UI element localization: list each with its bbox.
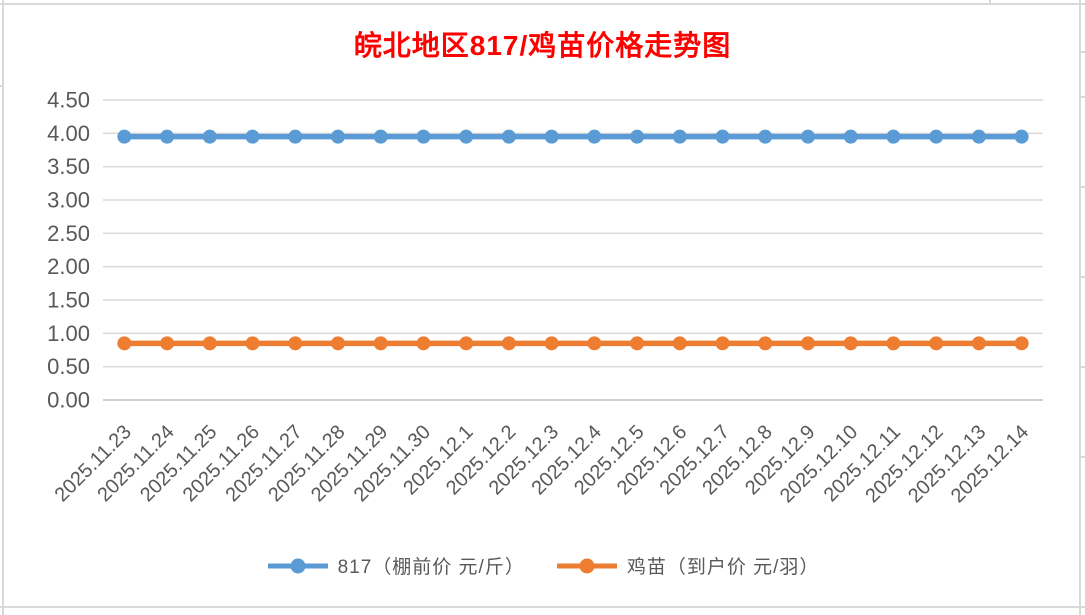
series-marker-jimiao — [117, 336, 132, 351]
sheet-row-tick — [1081, 276, 1085, 278]
series-marker-817 — [245, 129, 260, 144]
sheet-row-tick — [1081, 456, 1085, 458]
series-marker-jimiao — [331, 336, 345, 351]
sheet-gridline-right — [1079, 0, 1081, 615]
legend-marker-jimiao — [556, 558, 617, 573]
series-marker-817 — [971, 129, 986, 144]
sheet-gridline-bottom — [0, 606, 1085, 608]
sheet-row-tick — [1081, 366, 1085, 368]
y-tick-label: 0.00 — [47, 388, 90, 413]
y-tick-label: 1.00 — [47, 321, 90, 346]
series-marker-817 — [288, 129, 303, 144]
series-marker-817 — [501, 129, 516, 144]
series-marker-jimiao — [544, 336, 559, 351]
series-marker-817 — [416, 129, 431, 144]
y-tick-label: 0.50 — [47, 354, 90, 379]
series-marker-817 — [202, 129, 217, 144]
series-marker-817 — [331, 129, 345, 144]
series-marker-jimiao — [501, 336, 516, 351]
series-marker-817 — [587, 129, 602, 144]
legend-marker-817 — [267, 558, 328, 573]
sheet-row-tick — [1081, 186, 1085, 188]
series-marker-jimiao — [288, 336, 303, 351]
series-marker-jimiao — [715, 336, 730, 351]
y-tick-label: 2.50 — [47, 221, 90, 246]
series-marker-jimiao — [843, 336, 858, 351]
series-marker-jimiao — [587, 336, 602, 351]
y-tick-label: 4.50 — [47, 88, 90, 113]
series-marker-817 — [758, 129, 773, 144]
series-marker-jimiao — [373, 336, 388, 351]
series-marker-jimiao — [630, 336, 645, 351]
series-marker-jimiao — [672, 336, 687, 351]
sheet-gridline-top — [0, 3, 1085, 5]
series-marker-817 — [715, 129, 730, 144]
series-marker-817 — [630, 129, 645, 144]
series-marker-jimiao — [929, 336, 944, 351]
legend-label-817: 817（棚前价 元/斤） — [337, 557, 525, 578]
y-tick-label: 3.00 — [47, 188, 90, 213]
series-marker-817 — [1014, 129, 1029, 144]
series-marker-jimiao — [459, 336, 474, 351]
series-marker-817 — [843, 129, 858, 144]
legend-item-817[interactable]: 817（棚前价 元/斤） — [266, 552, 525, 579]
series-marker-jimiao — [202, 336, 217, 351]
sheet-gridline-left — [2, 0, 4, 615]
sheet-row-tick — [1081, 96, 1085, 98]
series-marker-jimiao — [1014, 336, 1029, 351]
series-marker-817 — [160, 129, 175, 144]
y-tick-label: 1.50 — [47, 288, 90, 313]
series-marker-817 — [801, 129, 815, 144]
series-marker-jimiao — [886, 336, 901, 351]
series-marker-817 — [929, 129, 944, 144]
series-marker-jimiao — [160, 336, 175, 351]
series-marker-817 — [117, 129, 132, 144]
y-tick-label: 3.50 — [47, 154, 90, 179]
legend-label-jimiao: 鸡苗（到户价 元/羽） — [626, 557, 820, 578]
series-marker-817 — [672, 129, 687, 144]
sheet-column-tick — [989, 0, 991, 4]
series-marker-jimiao — [801, 336, 815, 351]
series-marker-817 — [886, 129, 901, 144]
sheet-row-tick — [1081, 51, 1085, 53]
series-marker-817 — [459, 129, 474, 144]
chart-title: 皖北地区817/鸡苗价格走势图 — [353, 30, 732, 61]
series-marker-817 — [544, 129, 559, 144]
series-marker-jimiao — [245, 336, 260, 351]
series-marker-jimiao — [758, 336, 773, 351]
chart-legend: 817（棚前价 元/斤） 鸡苗（到户价 元/羽） — [0, 552, 1085, 579]
legend-item-jimiao[interactable]: 鸡苗（到户价 元/羽） — [555, 552, 820, 579]
series-marker-jimiao — [416, 336, 431, 351]
price-trend-plot: 0.00 0.50 1.00 1.50 2.00 2.50 3.00 3.50 4.00 4.50… — [47, 88, 1043, 507]
series-marker-817 — [373, 129, 388, 144]
y-tick-label: 2.00 — [47, 254, 90, 279]
sheet-row-tick — [0, 85, 4, 87]
series-marker-jimiao — [971, 336, 986, 351]
y-tick-label: 4.00 — [47, 121, 90, 146]
